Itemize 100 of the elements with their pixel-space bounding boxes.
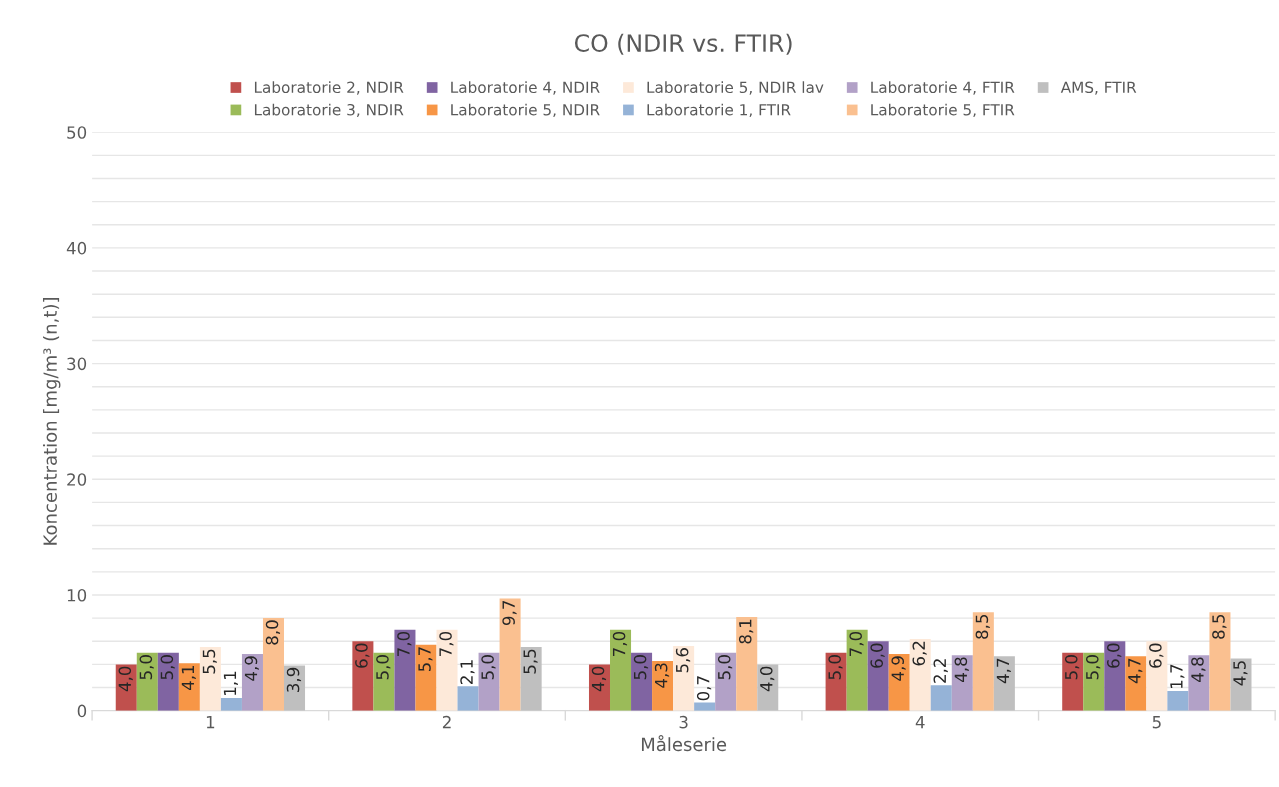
bar xyxy=(652,660,674,711)
bar xyxy=(178,663,200,711)
bar xyxy=(610,629,632,711)
bar xyxy=(1230,658,1252,711)
data-label: 5,0 xyxy=(717,655,733,680)
data-label: 4,1 xyxy=(181,665,196,691)
data-label: 4,5 xyxy=(1233,661,1248,686)
data-label: 5,0 xyxy=(1085,655,1101,680)
bar xyxy=(1188,655,1210,711)
bar xyxy=(1062,652,1084,711)
bar xyxy=(846,629,868,711)
data-label: 5,0 xyxy=(1064,655,1080,680)
bar xyxy=(436,629,458,711)
bar xyxy=(220,697,242,711)
bar xyxy=(825,652,847,711)
data-label: 1,7 xyxy=(1170,664,1185,689)
y-tick-label: 30 xyxy=(67,357,87,371)
data-label: 2,2 xyxy=(933,659,948,683)
y-tick-label: 50 xyxy=(67,126,87,139)
bar xyxy=(241,653,263,711)
data-label: 7,0 xyxy=(397,631,412,656)
bar xyxy=(415,644,437,711)
legend-label: Laboratorie 3, NDIR xyxy=(254,103,404,118)
data-label: 5,0 xyxy=(481,655,496,680)
data-label: 2,1 xyxy=(460,660,475,684)
bar xyxy=(1104,641,1126,711)
bar xyxy=(262,618,285,711)
data-label: 5,0 xyxy=(633,655,649,680)
bar xyxy=(1125,656,1147,711)
bar xyxy=(1083,652,1105,711)
x-tick-label: 3 xyxy=(679,715,688,729)
legend-label: AMS, FTIR xyxy=(1060,81,1137,95)
data-label: 4,7 xyxy=(1128,658,1143,684)
data-label: 6,2 xyxy=(912,641,927,666)
data-label: 3,9 xyxy=(286,667,302,692)
bar xyxy=(736,616,758,711)
data-label: 7,0 xyxy=(439,631,454,656)
bar xyxy=(520,647,542,711)
data-label: 4,8 xyxy=(954,657,969,682)
y-tick-label: 40 xyxy=(66,241,87,255)
data-label: 7,0 xyxy=(849,631,864,656)
legend-label: Laboratorie 1, FTIR xyxy=(647,103,791,118)
data-label: 6,0 xyxy=(1149,643,1164,668)
legend-label: Laboratorie 5, NDIR xyxy=(451,103,600,118)
data-label: 4,9 xyxy=(891,656,906,681)
data-label: 9,7 xyxy=(502,601,517,626)
bar xyxy=(1146,641,1168,711)
x-tick-label: 1 xyxy=(206,716,215,729)
x-tick-label: 4 xyxy=(915,716,925,729)
bar xyxy=(352,641,374,711)
data-label: 5,0 xyxy=(139,655,154,680)
bar xyxy=(951,655,973,711)
bar xyxy=(588,664,611,711)
bar xyxy=(457,686,479,711)
y-tick-label: 10 xyxy=(67,588,87,602)
data-label: 5,0 xyxy=(376,655,391,680)
data-label: 8,5 xyxy=(1212,614,1227,639)
data-label: 6,0 xyxy=(355,643,370,668)
bar xyxy=(1167,690,1189,711)
bar xyxy=(115,664,137,711)
bar xyxy=(157,652,179,711)
y-tick-label: 0 xyxy=(77,704,87,718)
bar xyxy=(673,645,695,711)
bar xyxy=(972,612,994,711)
data-label: 6,0 xyxy=(870,643,885,668)
data-label: 5,5 xyxy=(523,649,538,674)
bar xyxy=(909,638,931,711)
bar xyxy=(499,598,521,711)
data-label: 4,0 xyxy=(118,666,133,692)
data-label: 8,5 xyxy=(975,614,990,639)
data-label: 5,0 xyxy=(828,655,843,680)
data-label: 4,0 xyxy=(759,666,775,692)
y-axis-title: Koncentration [mg/m³ (n,t)] xyxy=(42,298,61,545)
legend-label: Laboratorie 4, NDIR xyxy=(451,81,600,95)
bar xyxy=(373,652,395,711)
chart-title: CO (NDIR vs. FTIR) xyxy=(574,33,792,55)
bar xyxy=(631,652,653,711)
data-label: 5,6 xyxy=(675,648,691,673)
data-label: 4,0 xyxy=(591,666,607,692)
data-label: 5,5 xyxy=(202,649,217,674)
bar xyxy=(199,647,221,711)
bar xyxy=(757,664,779,711)
data-label: 5,7 xyxy=(418,647,433,672)
legend-label: Laboratorie 5, FTIR xyxy=(871,103,1015,118)
x-tick-label: 5 xyxy=(1152,716,1161,729)
x-axis-title: Måleserie xyxy=(641,735,727,752)
bar xyxy=(930,685,952,711)
data-label: 0,7 xyxy=(696,676,712,701)
data-label: 7,0 xyxy=(612,631,628,656)
data-label: 5,0 xyxy=(160,655,175,680)
legend-label: Laboratorie 2, NDIR xyxy=(254,81,404,95)
data-label: 4,9 xyxy=(244,656,259,681)
legend-label: Laboratorie 4, FTIR xyxy=(871,81,1015,95)
data-label: 4,7 xyxy=(996,658,1011,684)
bar xyxy=(867,641,889,711)
bar xyxy=(715,652,737,711)
legend-label: Laboratorie 5, NDIR lav xyxy=(647,81,824,95)
bar xyxy=(1209,612,1231,711)
bar xyxy=(888,653,910,711)
data-label: 1,1 xyxy=(223,671,238,695)
